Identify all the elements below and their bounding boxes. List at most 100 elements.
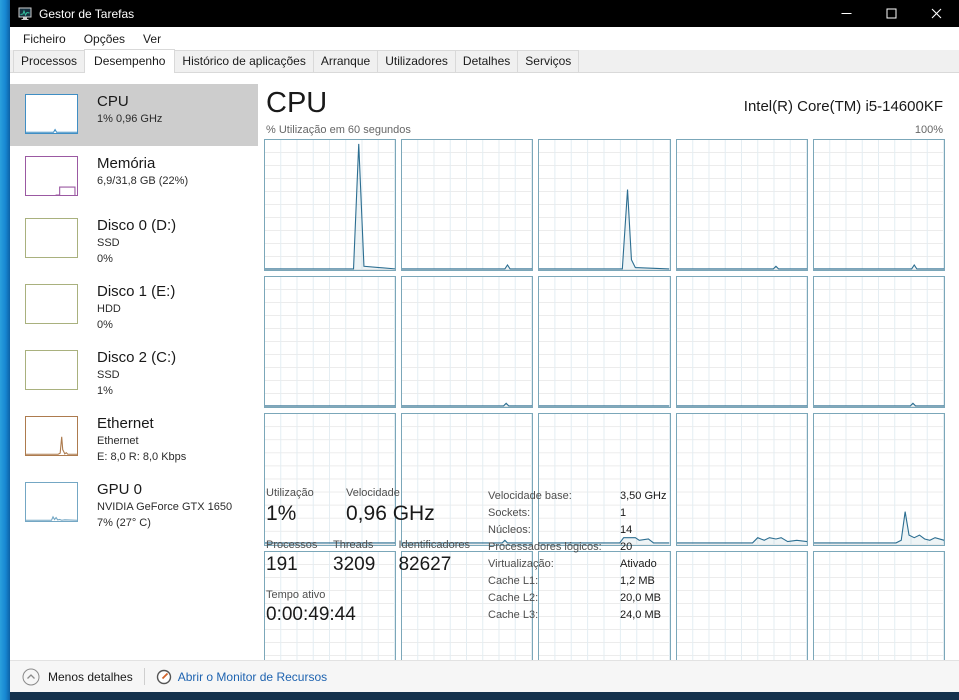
core-graph-5[interactable] — [264, 276, 397, 409]
sidebar-disco1-title: Disco 1 (E:) — [97, 283, 176, 300]
gpu-mini-graph — [25, 482, 78, 522]
task-manager-window: Gestor de Tarefas Ficheiro Opções Ver Pr… — [10, 0, 959, 692]
tab-detalhes[interactable]: Detalhes — [454, 50, 519, 72]
sidebar-disco2-usage: 1% — [97, 385, 113, 397]
memory-mini-graph — [25, 156, 78, 196]
core-graph-8[interactable] — [675, 276, 808, 409]
core-graph-17[interactable] — [538, 550, 671, 660]
core-graph-7[interactable] — [538, 276, 671, 409]
core-graph-2[interactable] — [538, 139, 671, 272]
core-graph-19[interactable] — [812, 550, 945, 660]
sidebar-item-disco-1[interactable]: Disco 1 (E:) HDD 0% — [10, 274, 258, 340]
core-graph-4[interactable] — [812, 139, 945, 272]
sidebar-item-memoria[interactable]: Memória 6,9/31,8 GB (22%) — [10, 146, 258, 208]
processes-label: Processos — [266, 539, 318, 551]
window-title: Gestor de Tarefas — [39, 6, 135, 21]
sidebar-item-gpu-0[interactable]: GPU 0 NVIDIA GeForce GTX 1650 7% (27° C) — [10, 472, 258, 538]
processes-value: 191 — [266, 554, 298, 575]
sidebar-disco0-title: Disco 0 (D:) — [97, 217, 177, 234]
graph-max-label: 100% — [914, 124, 943, 136]
less-details-button[interactable]: Menos detalhes — [22, 668, 133, 686]
cache-l2-value: 20,0 MB — [620, 592, 661, 604]
task-manager-icon — [18, 7, 33, 21]
sidebar-ethernet-name: Ethernet — [97, 435, 139, 447]
disk0-mini-graph — [25, 218, 78, 258]
core-graph-1[interactable] — [401, 139, 534, 272]
core-graph-13[interactable] — [675, 413, 808, 546]
sidebar-gpu-usage: 7% (27° C) — [97, 517, 151, 529]
cache-l1-value: 1,2 MB — [620, 575, 655, 587]
logical-processors-value: 20 — [620, 541, 633, 553]
speed-value: 0,96 GHz — [346, 502, 435, 525]
tab-arranque[interactable]: Arranque — [312, 50, 379, 72]
open-resource-monitor-link[interactable]: Abrir o Monitor de Recursos — [156, 669, 327, 685]
utilization-label: Utilização — [266, 487, 314, 499]
menu-ficheiro[interactable]: Ficheiro — [23, 31, 66, 46]
footer-divider — [143, 668, 145, 685]
cache-l1-label: Cache L1: — [488, 575, 539, 587]
core-graph-6[interactable] — [401, 276, 534, 409]
menu-bar: Ficheiro Opções Ver — [10, 27, 959, 50]
cpu-mini-graph — [25, 94, 78, 134]
sidebar-disco0-type: SSD — [97, 237, 120, 249]
sockets-label: Sockets: — [488, 507, 531, 519]
close-button[interactable] — [914, 0, 959, 27]
sidebar-disco2-title: Disco 2 (C:) — [97, 349, 177, 366]
speed-label: Velocidade — [346, 487, 400, 499]
menu-ver[interactable]: Ver — [143, 31, 162, 46]
sidebar-disco1-usage: 0% — [97, 319, 113, 331]
core-graph-18[interactable] — [675, 550, 808, 660]
core-graph-12[interactable] — [538, 413, 671, 546]
uptime-value: 0:00:49:44 — [266, 604, 356, 625]
sidebar-disco0-usage: 0% — [97, 253, 113, 265]
desktop-edge-left — [0, 0, 10, 700]
sidebar-item-cpu[interactable]: CPU 1% 0,96 GHz — [10, 84, 258, 146]
sidebar-gpu-name: NVIDIA GeForce GTX 1650 — [97, 501, 233, 513]
resource-monitor-icon — [156, 669, 172, 685]
base-speed-label: Velocidade base: — [488, 490, 572, 502]
minimize-button[interactable] — [824, 0, 869, 27]
menu-opcoes[interactable]: Opções — [83, 31, 126, 46]
graph-axis-label: % Utilização em 60 segundos — [266, 124, 411, 136]
sidebar-gpu-title: GPU 0 — [97, 481, 143, 498]
core-graph-10[interactable] — [264, 413, 397, 546]
tab-utilizadores[interactable]: Utilizadores — [377, 50, 456, 72]
tab-processos[interactable]: Processos — [13, 50, 86, 72]
title-bar[interactable]: Gestor de Tarefas — [10, 0, 959, 27]
core-graph-3[interactable] — [675, 139, 808, 272]
cpu-detail-pane: CPU Intel(R) Core(TM) i5-14600KF % Utili… — [258, 73, 959, 660]
sidebar-item-disco-0[interactable]: Disco 0 (D:) SSD 0% — [10, 208, 258, 274]
cores-label: Núcleos: — [488, 524, 531, 536]
tab-strip: Processos Desempenho Histórico de aplica… — [10, 49, 959, 73]
sockets-value: 1 — [620, 507, 627, 519]
maximize-button[interactable] — [869, 0, 914, 27]
sidebar-memoria-stats: 6,9/31,8 GB (22%) — [97, 175, 189, 187]
core-graph-16[interactable] — [401, 550, 534, 660]
tab-desempenho[interactable]: Desempenho — [84, 49, 176, 73]
core-graph-15[interactable] — [264, 550, 397, 660]
tab-servicos[interactable]: Serviços — [517, 50, 580, 72]
sidebar-disco2-type: SSD — [97, 369, 120, 381]
core-graph-14[interactable] — [812, 413, 945, 546]
core-graph-9[interactable] — [812, 276, 945, 409]
performance-sidebar: CPU 1% 0,96 GHz Memória 6,9/31,8 GB (22%… — [10, 73, 258, 660]
cpu-model-name: Intel(R) Core(TM) i5-14600KF — [743, 98, 943, 115]
virtualization-value: Ativado — [620, 558, 657, 570]
core-graph-11[interactable] — [401, 413, 534, 546]
performance-content: CPU 1% 0,96 GHz Memória 6,9/31,8 GB (22%… — [10, 73, 959, 660]
virtualization-label: Virtualização: — [488, 558, 554, 570]
cache-l3-label: Cache L3: — [488, 609, 539, 621]
tab-historico-de-aplicacoes[interactable]: Histórico de aplicações — [174, 50, 314, 72]
less-details-label: Menos detalhes — [48, 669, 133, 684]
page-title: CPU — [266, 87, 328, 119]
sidebar-item-disco-2[interactable]: Disco 2 (C:) SSD 1% — [10, 340, 258, 406]
cpu-stats-section: Utilização 1% Velocidade 0,96 GHz Proces… — [264, 487, 945, 626]
open-resource-monitor-label: Abrir o Monitor de Recursos — [177, 669, 328, 684]
chevron-up-icon — [22, 668, 40, 686]
sidebar-ethernet-title: Ethernet — [97, 415, 154, 432]
core-graph-0[interactable] — [264, 139, 397, 272]
sidebar-item-ethernet[interactable]: Ethernet Ethernet E: 8,0 R: 8,0 Kbps — [10, 406, 258, 472]
footer-bar: Menos detalhes Abrir o Monitor de Recurs… — [10, 660, 959, 692]
handles-value: 82627 — [398, 554, 452, 575]
